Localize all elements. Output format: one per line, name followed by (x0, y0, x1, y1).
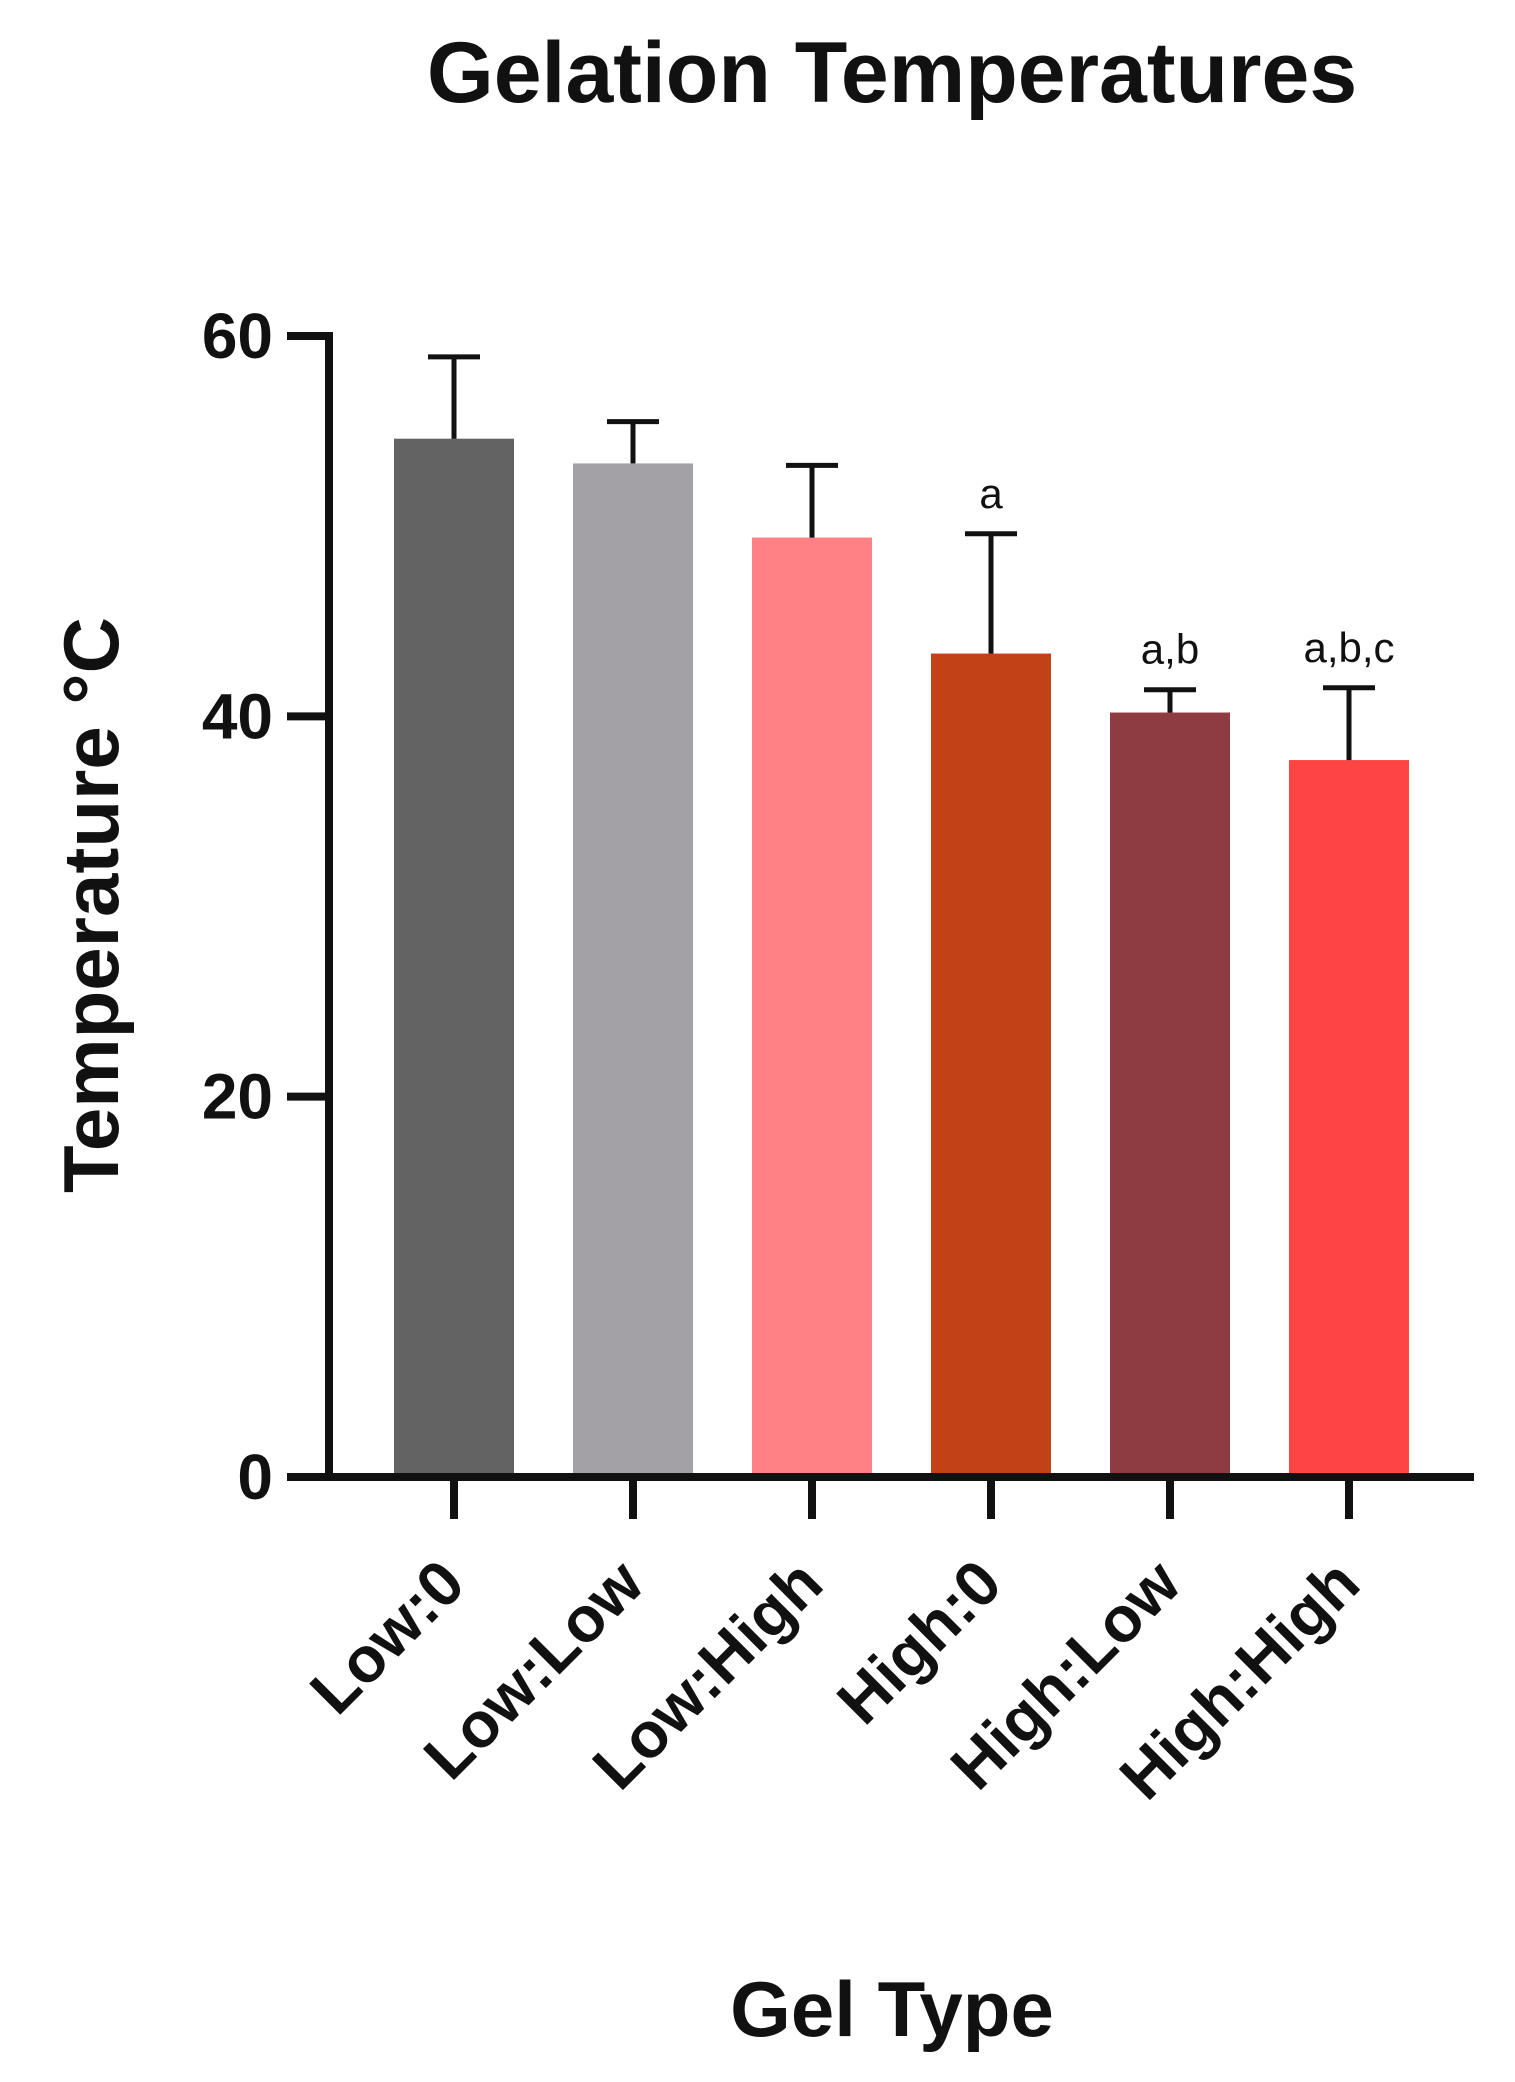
bar (752, 537, 872, 1477)
y-tick-label: 20 (202, 1061, 273, 1133)
plot-area: Low:0Low:LowLow:HighaHigh:0a,bHigh:Lowa,… (202, 300, 1474, 1813)
bar (1110, 712, 1230, 1477)
y-tick-label: 40 (202, 680, 273, 752)
y-tick-label: 60 (202, 300, 273, 372)
y-axis-title: Temperature °C (47, 617, 135, 1193)
significance-label: a,b,c (1303, 624, 1394, 671)
bar (1289, 760, 1409, 1477)
bar (394, 438, 514, 1478)
bar (931, 653, 1051, 1477)
x-axis-title: Gel Type (730, 1965, 1054, 2053)
y-tick-label: 0 (237, 1441, 273, 1513)
chart-title: Gelation Temperatures (427, 25, 1357, 121)
significance-label: a,b (1141, 626, 1199, 673)
significance-label: a (979, 470, 1003, 517)
bar (573, 463, 693, 1478)
